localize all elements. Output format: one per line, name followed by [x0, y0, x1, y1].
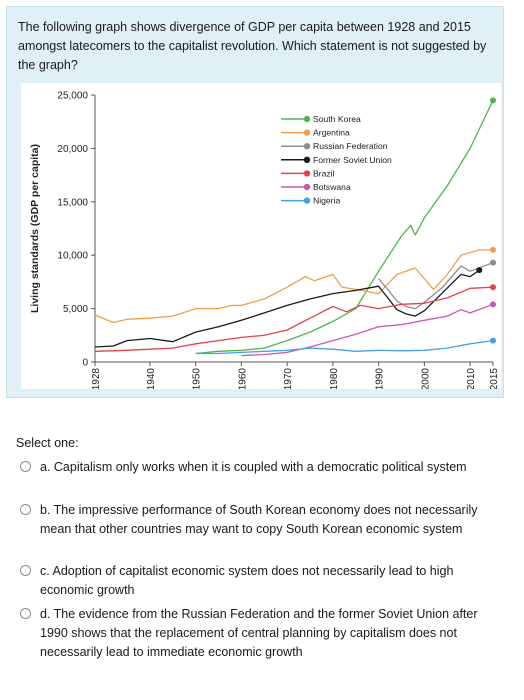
- legend-label: Russian Federation: [313, 141, 388, 151]
- legend-label: Brazil: [313, 168, 335, 178]
- x-tick-label: 1970: [283, 368, 294, 389]
- y-tick-label: 10,000: [57, 251, 88, 262]
- y-tick-label: 0: [82, 358, 88, 369]
- y-tick-label: 15,000: [57, 197, 88, 208]
- answer-option-a-label: a. Capitalism only works when it is coup…: [40, 460, 467, 474]
- x-tick-label: 2010: [466, 368, 477, 389]
- legend-swatch-dot: [303, 156, 311, 163]
- radio-d[interactable]: [20, 608, 31, 619]
- legend-label: South Korea: [313, 114, 361, 124]
- y-tick-label: 25,000: [57, 91, 88, 102]
- gdp-chart: 0 5,000 10,000 15,000 20,000 25,000 1928 1940 19…: [21, 83, 501, 389]
- series-end-point: [490, 284, 496, 291]
- y-tick-label: 20,000: [57, 144, 88, 155]
- legend-label: Argentina: [313, 128, 350, 138]
- radio-b[interactable]: [20, 504, 31, 515]
- answer-option-b-label: b. The impressive performance of South K…: [40, 503, 478, 536]
- x-tick-label: 1950: [192, 368, 203, 389]
- answer-option-d-label: d. The evidence from the Russian Federat…: [40, 607, 478, 659]
- legend-label: Nigeria: [313, 196, 340, 206]
- radio-a[interactable]: [20, 461, 31, 472]
- series-end-point: [476, 267, 483, 274]
- legend-swatch-dot: [303, 170, 311, 177]
- x-tick-label: 1940: [146, 368, 157, 389]
- x-tick-label: 1960: [237, 368, 248, 389]
- x-tick-label: 1928: [91, 368, 102, 389]
- series-line-russian-federation: [378, 262, 494, 310]
- series-line-argentina: [94, 249, 493, 324]
- legend-swatch-dot: [303, 129, 311, 136]
- answer-option-c-label: c. Adoption of capitalist economic syste…: [40, 564, 454, 597]
- series-line-brazil: [94, 286, 494, 352]
- gdp-chart-svg: 0 5,000 10,000 15,000 20,000 25,000 1928 1940 19…: [29, 91, 500, 390]
- x-tick-label: 2015: [489, 368, 500, 389]
- question-text: The following graph shows divergence of …: [18, 20, 487, 72]
- series-line-nigeria: [195, 339, 494, 355]
- select-one-label: Select one:: [16, 436, 79, 450]
- series-line-south-korea: [195, 100, 494, 355]
- series-line-former-soviet-union: [94, 269, 480, 348]
- series-end-point: [490, 301, 496, 308]
- y-tick-label: 5,000: [63, 304, 88, 315]
- question-card: The following graph shows divergence of …: [6, 6, 504, 398]
- series-end-point: [490, 246, 496, 253]
- series-end-point: [490, 97, 496, 104]
- radio-c[interactable]: [20, 565, 31, 576]
- x-tick-label: 2000: [420, 368, 431, 389]
- series-line-botswana: [241, 303, 494, 357]
- series-end-point: [490, 337, 496, 344]
- answer-option-d[interactable]: d. The evidence from the Russian Federat…: [20, 605, 500, 662]
- legend-label: Former Soviet Union: [313, 155, 392, 165]
- legend-swatch-dot: [303, 143, 311, 150]
- legend-swatch-dot: [303, 183, 311, 191]
- legend-swatch-dot: [303, 197, 311, 204]
- legend-label: Botswana: [313, 182, 351, 192]
- x-tick-label: 1990: [375, 368, 386, 389]
- x-tick-label: 1980: [329, 368, 340, 389]
- answer-option-a[interactable]: a. Capitalism only works when it is coup…: [20, 458, 500, 477]
- series-end-point: [490, 259, 496, 266]
- answer-option-b[interactable]: b. The impressive performance of South K…: [20, 501, 500, 539]
- y-axis-title: Living standards (GDP per capita): [29, 144, 41, 313]
- legend-swatch-dot: [303, 115, 311, 123]
- answer-option-c[interactable]: c. Adoption of capitalist economic syste…: [20, 562, 500, 600]
